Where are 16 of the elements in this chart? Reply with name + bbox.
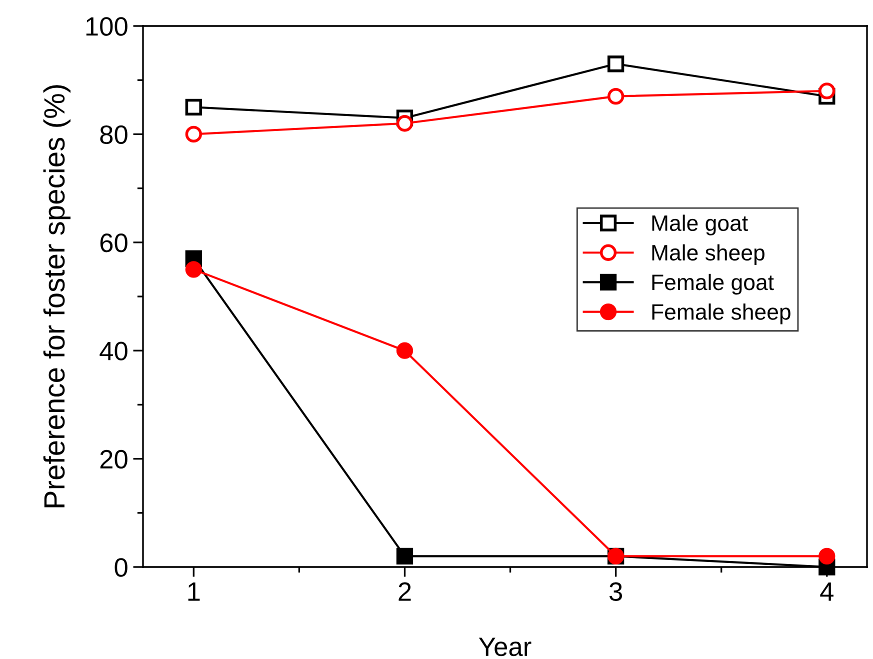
y-axis-title: Preference for foster species (%) <box>43 85 71 508</box>
legend-label: Female goat <box>652 274 774 295</box>
y-tick-label: 20 <box>100 450 128 469</box>
legend-label: Male sheep <box>652 244 764 266</box>
y-tick-label: 60 <box>100 234 128 252</box>
y-tick-label: 80 <box>100 125 128 144</box>
legend-label: Female sheep <box>652 304 790 324</box>
x-tick-label: 3 <box>609 582 622 601</box>
x-tick-label: 4 <box>820 582 834 601</box>
x-axis-title: Year <box>478 638 532 656</box>
y-tick-label: 0 <box>114 558 128 577</box>
y-tick-label: 100 <box>86 17 128 36</box>
y-tick-label: 40 <box>100 342 128 360</box>
x-tick-label: 1 <box>188 582 200 601</box>
legend-label: Male goat <box>652 214 748 236</box>
x-tick-label: 2 <box>398 582 411 601</box>
